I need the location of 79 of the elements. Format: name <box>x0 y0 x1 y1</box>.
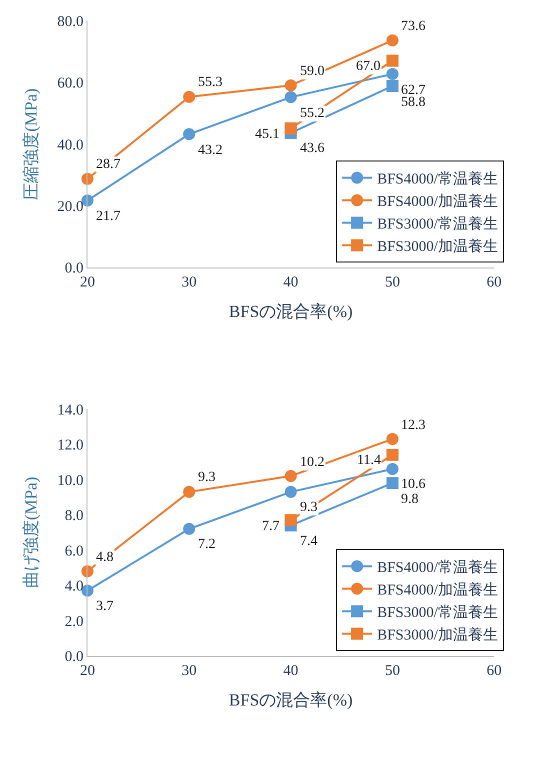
y-tick-label: 0.0 <box>64 260 84 277</box>
x-tick-label: 20 <box>80 662 95 679</box>
point <box>81 565 94 578</box>
data-label: 43.6 <box>300 141 324 156</box>
y-axis-title: 曲げ強度(MPa) <box>22 476 41 588</box>
y-tick-label: 12.0 <box>57 438 84 454</box>
x-tick-label: 40 <box>283 662 298 679</box>
point <box>386 80 398 92</box>
x-tick-label: 30 <box>182 274 197 290</box>
y-tick-label: 2.0 <box>64 614 84 630</box>
y-tick-label: 60.0 <box>57 76 84 92</box>
data-label: 7.2 <box>198 537 216 552</box>
point <box>386 433 398 446</box>
data-label: 45.1 <box>255 127 280 142</box>
data-label: 9.3 <box>198 470 216 485</box>
data-label: 62.7 <box>401 83 426 98</box>
y-tick-label: 8.0 <box>64 508 84 524</box>
data-label: 55.3 <box>198 75 222 90</box>
data-label: 7.7 <box>262 519 280 534</box>
y-tick-label: 10.0 <box>57 472 84 489</box>
y-tick-label: 4.0 <box>64 578 84 595</box>
x-tick-label: 50 <box>384 274 400 290</box>
data-label: 55.2 <box>300 106 324 121</box>
data-label: 4.8 <box>96 550 114 565</box>
point <box>284 79 297 92</box>
point <box>386 54 398 67</box>
x-tick-label: 60 <box>486 274 502 290</box>
point <box>81 172 94 185</box>
data-label: 3.7 <box>96 599 114 614</box>
data-label: 11.4 <box>357 453 381 468</box>
data-label: 10.2 <box>300 455 324 470</box>
y-tick-label: 6.0 <box>64 543 84 560</box>
point <box>183 90 196 103</box>
x-tick-label: 50 <box>384 662 400 679</box>
data-label: 43.2 <box>198 143 222 158</box>
point <box>284 514 297 526</box>
point <box>284 122 297 134</box>
data-label: 28.7 <box>96 157 120 172</box>
point <box>386 448 398 461</box>
x-axis-title: BFSの混合率(%) <box>228 302 353 321</box>
data-label: 21.7 <box>96 209 120 224</box>
x-tick-label: 60 <box>486 662 502 679</box>
data-label: 12.3 <box>401 418 426 433</box>
legend-label: BFS4000/加温養生 <box>377 193 498 210</box>
point <box>284 486 297 498</box>
point <box>386 477 398 490</box>
legend-label: BFS4000/常温養生 <box>377 559 498 576</box>
data-label: 10.6 <box>401 477 426 492</box>
y-tick-label: 0.0 <box>64 649 84 666</box>
x-axis-title: BFSの混合率(%) <box>228 690 353 710</box>
legend-label: BFS3000/常温養生 <box>377 604 498 622</box>
point <box>284 91 297 104</box>
data-label: 58.8 <box>401 95 426 110</box>
point <box>386 34 398 46</box>
data-label: 73.6 <box>401 19 426 34</box>
data-label: 67.0 <box>356 59 380 74</box>
data-label: 59.0 <box>300 64 324 79</box>
point <box>386 462 398 475</box>
point <box>183 128 196 140</box>
y-tick-label: 80.0 <box>57 14 84 30</box>
legend-label: BFS3000/常温養生 <box>377 216 498 233</box>
legend-label: BFS3000/加温養生 <box>377 238 498 256</box>
y-tick-label: 20.0 <box>57 199 84 216</box>
legend-label: BFS3000/加温養生 <box>377 626 498 644</box>
y-axis-title: 圧縮強度(MPa) <box>22 88 41 200</box>
y-tick-label: 14.0 <box>57 402 84 418</box>
x-tick-label: 30 <box>182 662 197 679</box>
data-label: 7.4 <box>300 534 318 549</box>
legend-label: BFS4000/加温養生 <box>377 582 498 599</box>
point <box>386 68 398 80</box>
y-tick-label: 40.0 <box>57 137 84 154</box>
data-label: 9.8 <box>401 492 418 507</box>
legend-label: BFS4000/常温養生 <box>377 170 498 188</box>
point <box>183 522 196 535</box>
data-label: 9.3 <box>300 500 318 515</box>
x-tick-label: 40 <box>283 274 298 290</box>
point <box>183 486 196 498</box>
x-tick-label: 20 <box>80 274 95 290</box>
point <box>284 470 297 482</box>
